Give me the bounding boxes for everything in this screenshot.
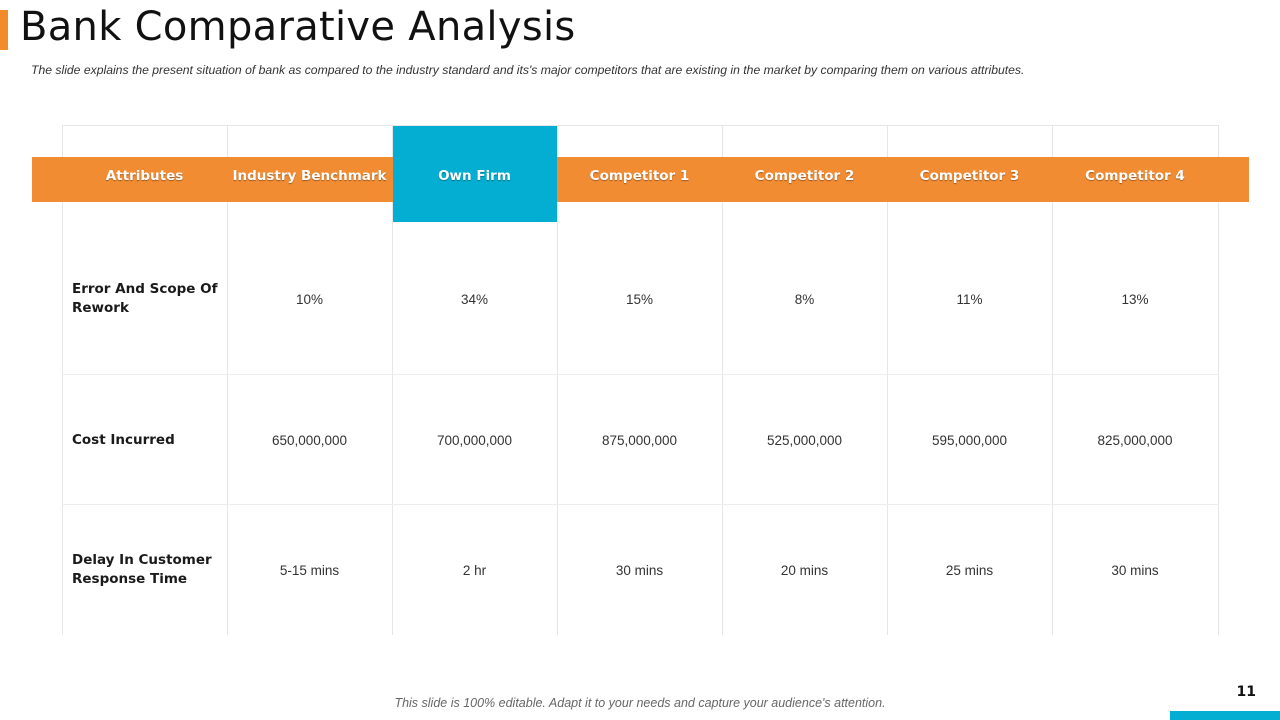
- table-cell: 650,000,000: [271, 432, 348, 448]
- row-label-cost-incurred: Cost Incurred: [72, 431, 175, 448]
- corner-accent-bar: [1170, 711, 1280, 720]
- page-number: 11: [1236, 684, 1256, 700]
- slide-subtitle: The slide explains the present situation…: [31, 63, 1025, 77]
- table-cell: 30 mins: [1111, 562, 1159, 578]
- table-column-divider: [392, 125, 393, 635]
- header-competitor-2: Competitor 2: [754, 167, 855, 184]
- slide-title: Bank Comparative Analysis: [20, 4, 576, 50]
- table-cell: 875,000,000: [601, 432, 678, 448]
- header-competitor-3: Competitor 3: [919, 167, 1020, 184]
- table-cell: 2 hr: [462, 562, 487, 578]
- table-cell: 25 mins: [945, 562, 994, 578]
- title-accent-bar: [0, 10, 8, 50]
- table-cell: 825,000,000: [1097, 432, 1173, 448]
- row-label-response-delay: Delay In Customer Response Time: [72, 552, 212, 587]
- table-cell: 10%: [295, 291, 324, 307]
- table-column-divider: [557, 125, 558, 635]
- table-column-divider: [1052, 125, 1053, 635]
- header-attributes: Attributes: [105, 167, 184, 184]
- table-cell: 34%: [460, 291, 489, 307]
- table-row-divider: [62, 504, 1219, 505]
- table-cell: 525,000,000: [766, 432, 843, 448]
- header-own-firm: Own Firm: [438, 167, 511, 184]
- table-header-band: [32, 157, 1249, 202]
- table-cell: 30 mins: [615, 562, 664, 578]
- table-cell: 11%: [956, 291, 983, 307]
- table-column-divider: [887, 125, 888, 635]
- header-competitor-1: Competitor 1: [589, 167, 690, 184]
- table-cell: 20 mins: [780, 562, 829, 578]
- table-cell: 13%: [1121, 291, 1149, 307]
- table-column-divider: [62, 125, 63, 635]
- table-column-divider: [1218, 125, 1219, 635]
- table-cell: 15%: [625, 291, 654, 307]
- own-firm-highlight: [393, 126, 557, 222]
- header-industry-benchmark: Industry Benchmark: [232, 167, 387, 184]
- table-column-divider: [722, 125, 723, 635]
- table-cell: 700,000,000: [436, 432, 513, 448]
- table-column-divider: [227, 125, 228, 635]
- footer-note: This slide is 100% editable. Adapt it to…: [394, 696, 886, 710]
- table-cell: 5-15 mins: [279, 562, 340, 578]
- table-cell: 595,000,000: [931, 432, 1008, 448]
- table-cell: 8%: [794, 291, 815, 307]
- table-top-border: [62, 125, 1219, 126]
- row-label-error-rework: Error And Scope Of Rework: [72, 281, 218, 316]
- table-row-divider: [62, 374, 1219, 375]
- header-competitor-4: Competitor 4: [1085, 167, 1185, 184]
